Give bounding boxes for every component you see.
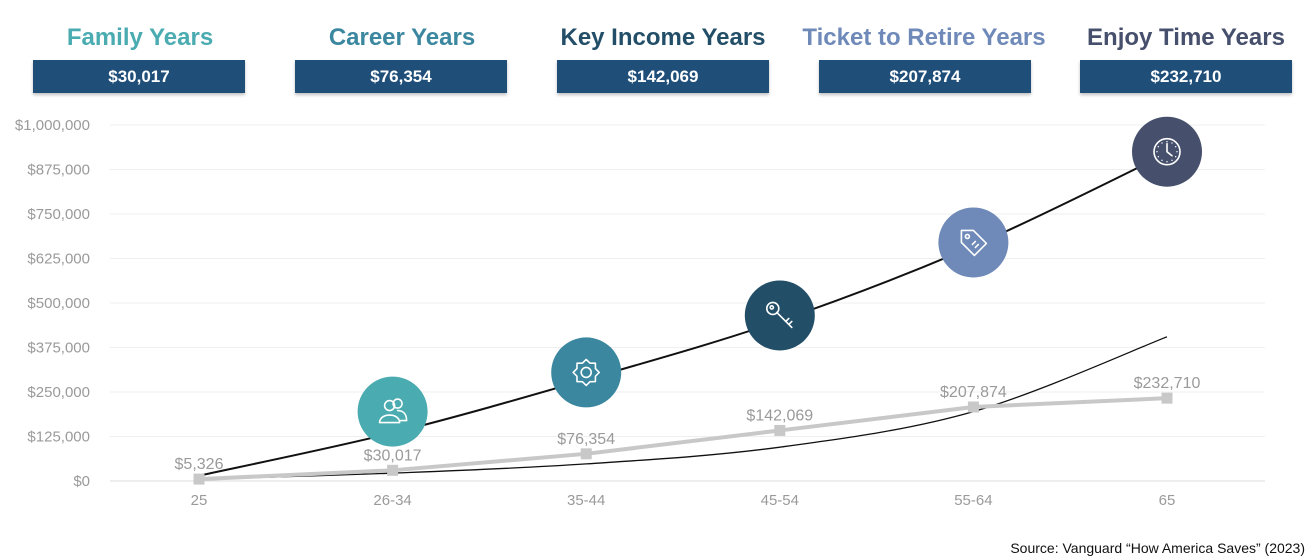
data-point	[580, 448, 592, 460]
grid-lines	[110, 124, 1265, 482]
y-tick-label: $625,000	[27, 251, 90, 268]
savings-series: $5,326 $30,017 $76,354 $142,069 $207,874 $232…	[175, 375, 1201, 485]
series-line	[198, 396, 1168, 482]
key-icon	[744, 280, 815, 351]
stage-title-career: Career Years	[328, 24, 476, 51]
data-label: $232,710	[1134, 375, 1201, 392]
data-point	[967, 401, 979, 413]
icon-marker-circle	[357, 376, 428, 447]
clock-icon	[1132, 116, 1202, 187]
y-tick-label: $125,000	[27, 429, 90, 446]
trend-curve	[198, 152, 1168, 477]
y-tick-label: $375,000	[27, 340, 90, 357]
y-tick-label: $250,000	[27, 384, 90, 401]
stage-value-enjoy-time: $232,710	[1080, 60, 1292, 93]
trend-curve	[198, 336, 1168, 480]
y-tick-label: $0	[73, 473, 90, 490]
data-point	[1161, 392, 1173, 404]
data-label: $5,326	[175, 456, 224, 473]
data-point	[387, 464, 399, 476]
trend-curves	[198, 152, 1168, 480]
icon-marker-circle	[551, 337, 622, 408]
y-axis-ticks: $0 $125,000 $250,000 $375,000 $500,000 $625,0…	[15, 117, 90, 490]
source-note: Source: Vanguard “How America Saves” (20…	[1010, 540, 1305, 556]
tag-icon	[938, 207, 1009, 278]
data-label: $76,354	[557, 431, 615, 448]
x-axis-ticks: 25 26-34 35-44 45-54 55-64 65	[191, 492, 1176, 509]
stage-value-key-income: $142,069	[557, 60, 769, 93]
x-tick-label: 35-44	[567, 492, 605, 509]
stage-title-key-income: Key Income Years	[560, 24, 766, 51]
data-label: $142,069	[746, 407, 813, 424]
x-tick-label: 65	[1159, 492, 1176, 509]
stage-icon-markers	[357, 116, 1202, 447]
stage-title-ticket-to-retire: Ticket to Retire Years	[802, 24, 1046, 51]
x-tick-label: 55-64	[954, 492, 992, 509]
y-tick-label: $500,000	[27, 295, 90, 312]
x-tick-label: 26-34	[373, 492, 411, 509]
data-point	[774, 424, 786, 436]
stage-title-enjoy-time: Enjoy Time Years	[1087, 24, 1285, 51]
stage-title-family: Family Years	[66, 24, 214, 51]
people-icon	[357, 376, 428, 447]
data-label: $30,017	[364, 447, 422, 464]
data-point	[193, 473, 205, 485]
x-tick-label: 25	[191, 492, 208, 509]
y-tick-label: $875,000	[27, 162, 90, 179]
data-label: $207,874	[940, 384, 1007, 401]
y-tick-label: $1,000,000	[15, 117, 90, 134]
x-tick-label: 45-54	[761, 492, 799, 509]
y-tick-label: $750,000	[27, 206, 90, 223]
gear-icon	[551, 337, 622, 408]
stage-value-family: $30,017	[33, 60, 245, 93]
stage-value-career: $76,354	[295, 60, 507, 93]
stage-value-ticket-to-retire: $207,874	[819, 60, 1031, 93]
